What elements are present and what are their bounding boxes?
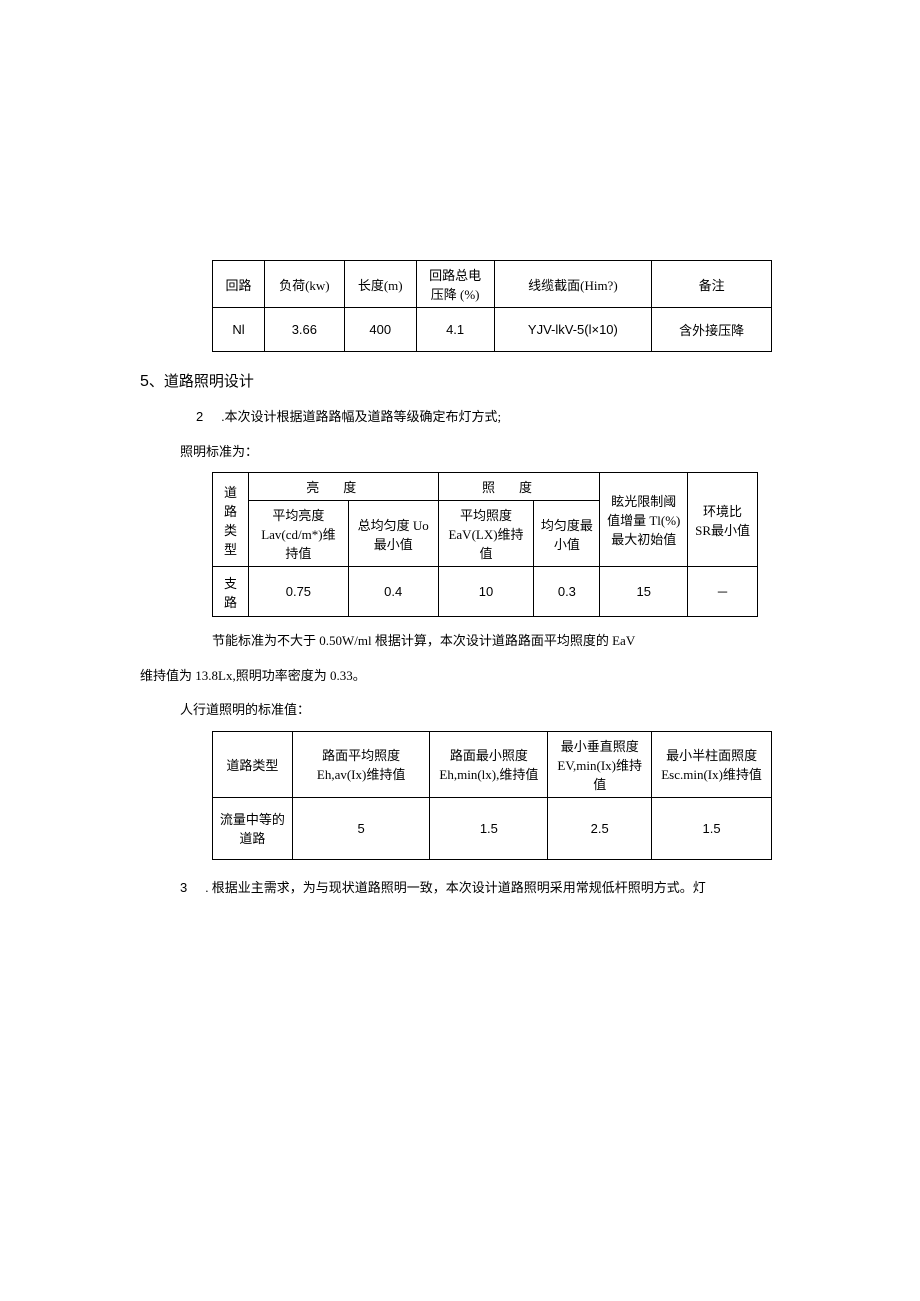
- std-label: 照明标准为：: [140, 438, 780, 467]
- circuit-table: 回路 负荷(kw) 长度(m) 回路总电压降 (%) 线缆截面(Him?) 备注…: [212, 260, 772, 352]
- col-header: 最小垂直照度EV,min(Ix)维持值: [548, 731, 652, 797]
- cell: 400: [344, 308, 416, 352]
- table-row: 流量中等的道路 5 1.5 2.5 1.5: [213, 797, 772, 859]
- col-header: 长度(m): [344, 261, 416, 308]
- cell: 0.3: [534, 567, 600, 617]
- col-header: 回路总电压降 (%): [416, 261, 494, 308]
- cell: 10: [438, 567, 534, 617]
- energy-para-line2: 维持值为 13.8Lx,照明功率密度为 0.33。: [140, 662, 780, 691]
- cell: 0.4: [348, 567, 438, 617]
- table-row: Nl 3.66 400 4.1 YJV-lkV-5(l×10) 含外接压降: [213, 308, 772, 352]
- col-header: 路面最小照度Eh,min(lx),维持值: [430, 731, 548, 797]
- list-text: .本次设计根据道路路幅及道路等级确定布灯方式;: [221, 409, 501, 424]
- cell: Nl: [213, 308, 265, 352]
- col-header-uo: 总均匀度 Uo最小值: [348, 501, 438, 567]
- col-header: 线缆截面(Him?): [494, 261, 652, 308]
- heading-sep: 、: [149, 374, 164, 390]
- energy-para-line1: 节能标准为不大于 0.50W/ml 根据计算，本次设计道路路面平均照度的 EaV: [140, 627, 780, 656]
- col-header-roadtype: 道路类型: [213, 473, 249, 567]
- cell: 1.5: [430, 797, 548, 859]
- heading-text: 道路照明设计: [164, 374, 254, 390]
- cell: 2.5: [548, 797, 652, 859]
- col-header-umin: 均匀度最小值: [534, 501, 600, 567]
- table-row: 道路类型 亮度 照度 眩光限制阈值增量 Tl(%) 最大初始值 环境比 SR最小…: [213, 473, 758, 501]
- cell: 3.66: [264, 308, 344, 352]
- col-header: 备注: [652, 261, 772, 308]
- list-text: . 根据业主需求，为与现状道路照明一致，本次设计道路照明采用常规低杆照明方式。灯: [205, 880, 706, 895]
- list-number: 3: [180, 874, 202, 903]
- list-item-2: 2 .本次设计根据道路路幅及道路等级确定布灯方式;: [140, 403, 780, 432]
- cell: 0.75: [248, 567, 348, 617]
- col-header: 路面平均照度 Eh,av(Ix)维持值: [292, 731, 430, 797]
- col-header-eav: 平均照度EaV(LX)维持值: [438, 501, 534, 567]
- sidewalk-standard-table: 道路类型 路面平均照度 Eh,av(Ix)维持值 路面最小照度Eh,min(lx…: [212, 731, 772, 860]
- cell: 15: [600, 567, 688, 617]
- col-group-brightness: 亮度: [248, 473, 438, 501]
- lighting-standard-table: 道路类型 亮度 照度 眩光限制阈值增量 Tl(%) 最大初始值 环境比 SR最小…: [212, 472, 758, 617]
- col-group-illuminance: 照度: [438, 473, 600, 501]
- cell: －: [688, 567, 758, 617]
- heading-number: 5: [140, 373, 149, 390]
- cell: 流量中等的道路: [213, 797, 293, 859]
- group-label: 亮度: [306, 480, 380, 495]
- table-row: 道路类型 路面平均照度 Eh,av(Ix)维持值 路面最小照度Eh,min(lx…: [213, 731, 772, 797]
- cell: 5: [292, 797, 430, 859]
- list-number: 2: [196, 403, 218, 432]
- cell: 4.1: [416, 308, 494, 352]
- col-header-lav: 平均亮度Lav(cd/m*)维持值: [248, 501, 348, 567]
- col-header: 负荷(kw): [264, 261, 344, 308]
- col-header-tl: 眩光限制阈值增量 Tl(%) 最大初始值: [600, 473, 688, 567]
- cell: YJV-lkV-5(l×10): [494, 308, 652, 352]
- table-row: 支路 0.75 0.4 10 0.3 15 －: [213, 567, 758, 617]
- table-row: 回路 负荷(kw) 长度(m) 回路总电压降 (%) 线缆截面(Him?) 备注: [213, 261, 772, 308]
- group-label: 照度: [482, 480, 556, 495]
- col-header-sr: 环境比 SR最小值: [688, 473, 758, 567]
- cell: 1.5: [652, 797, 772, 859]
- col-header: 最小半柱面照度Esc.min(Ix)维持值: [652, 731, 772, 797]
- cell: 支路: [213, 567, 249, 617]
- section-heading-5: 5、道路照明设计: [140, 370, 780, 391]
- cell: 含外接压降: [652, 308, 772, 352]
- list-item-3: 3 . 根据业主需求，为与现状道路照明一致，本次设计道路照明采用常规低杆照明方式…: [140, 874, 780, 903]
- sidewalk-label: 人行道照明的标准值：: [140, 696, 780, 725]
- col-header: 回路: [213, 261, 265, 308]
- col-header: 道路类型: [213, 731, 293, 797]
